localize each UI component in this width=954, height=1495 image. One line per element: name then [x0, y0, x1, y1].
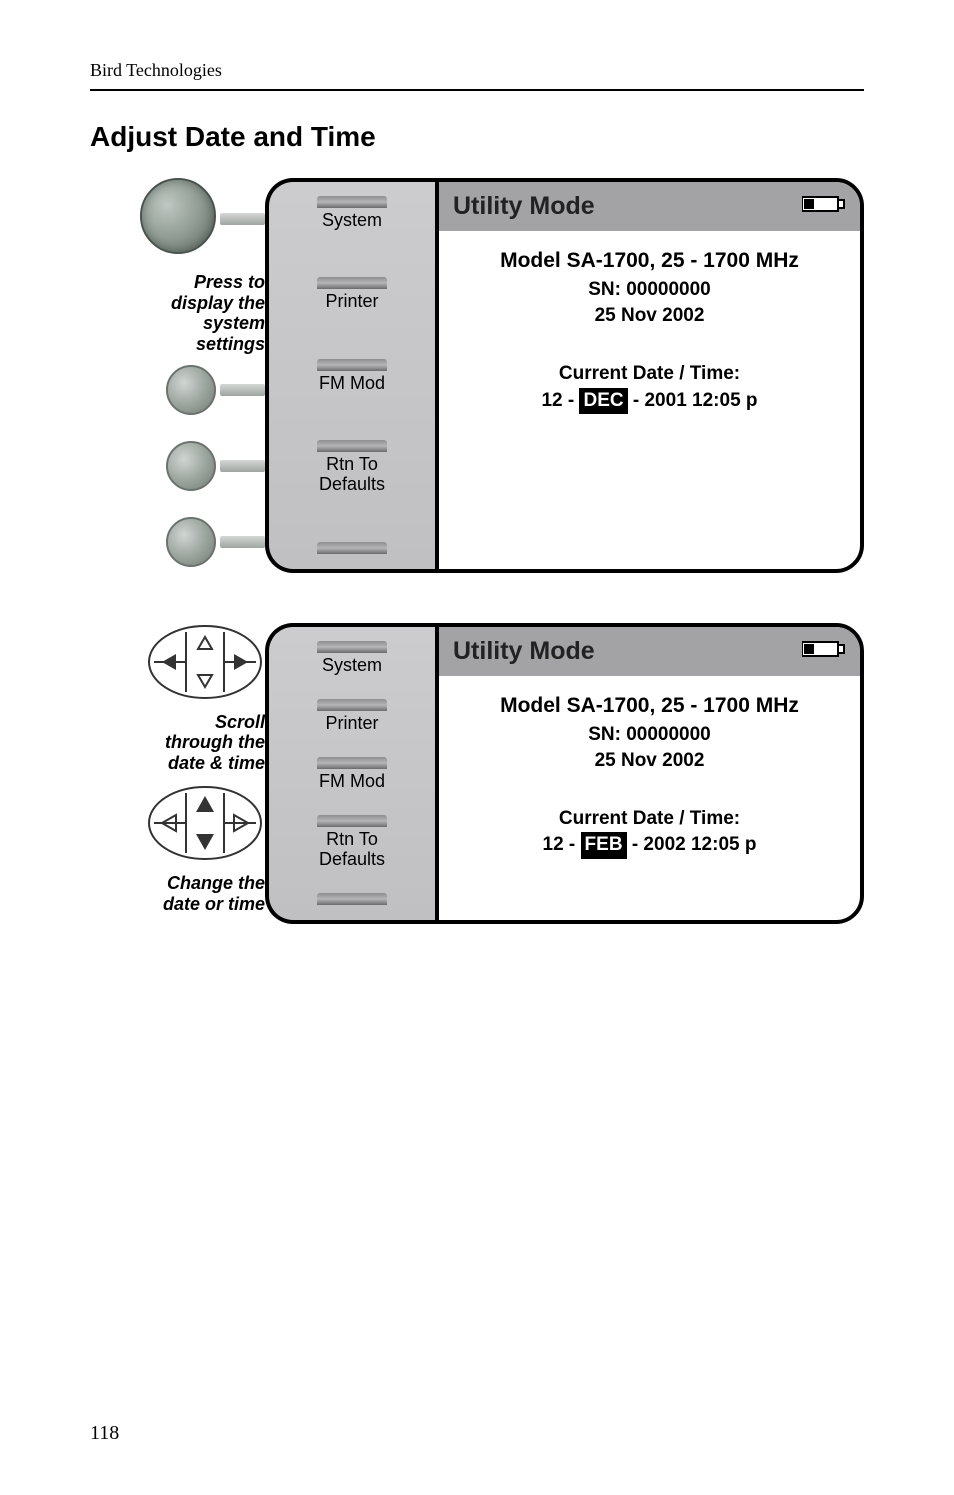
- highlighted-field: DEC: [579, 388, 627, 415]
- softkey-label-system: System: [277, 656, 427, 676]
- dpad-scroll-icon: [145, 623, 265, 701]
- model-line: Model SA-1700, 25 - 1700 MHz: [453, 694, 846, 718]
- diagram-block-1: Press to display the system settings Sys…: [90, 178, 864, 573]
- softkey-button[interactable]: [317, 542, 387, 554]
- instruction-text-1: Press to display the system settings: [90, 272, 265, 355]
- device-screen: Utility Mode Model SA-1700, 25 - 1700 MH…: [435, 178, 864, 573]
- softkey-button[interactable]: [317, 815, 387, 827]
- section-title: Adjust Date and Time: [90, 121, 864, 153]
- softkey-button[interactable]: [317, 359, 387, 371]
- softkey-column: System Printer FM Mod Rtn To Defaults: [265, 178, 435, 573]
- knob-icon: [140, 178, 216, 254]
- model-line: Model SA-1700, 25 - 1700 MHz: [453, 249, 846, 273]
- softkey-label-fmmod: FM Mod: [277, 772, 427, 792]
- highlighted-field: FEB: [581, 832, 627, 859]
- softkey-label-defaults: Rtn To Defaults: [277, 455, 427, 495]
- battery-icon: [802, 195, 846, 218]
- dpad-change-icon: [145, 784, 265, 862]
- small-knob-icon: [166, 517, 216, 567]
- current-date-time-label: Current Date / Time:: [453, 806, 846, 833]
- firmware-date: 25 Nov 2002: [453, 305, 846, 327]
- softkey-label-system: System: [277, 211, 427, 231]
- device-screen: Utility Mode Model SA-1700, 25 - 1700 MH…: [435, 623, 864, 924]
- knob-connector: [220, 536, 265, 548]
- page-number: 118: [90, 1422, 119, 1445]
- softkey-button[interactable]: [317, 196, 387, 208]
- softkey-column: System Printer FM Mod Rtn To Defaults: [265, 623, 435, 924]
- softkey-button[interactable]: [317, 699, 387, 711]
- firmware-date: 25 Nov 2002: [453, 750, 846, 772]
- softkey-button[interactable]: [317, 440, 387, 452]
- screen-title: Utility Mode: [453, 192, 595, 221]
- instruction-text-change: Change the date or time: [90, 873, 265, 914]
- softkey-label-printer: Printer: [277, 714, 427, 734]
- softkey-label-printer: Printer: [277, 292, 427, 312]
- knob-connector: [220, 213, 265, 225]
- knob-connector: [220, 384, 265, 396]
- knob-connector: [220, 460, 265, 472]
- screen-title: Utility Mode: [453, 637, 595, 666]
- current-date-time-value: 12 - DEC - 2001 12:05 p: [453, 388, 846, 415]
- instruction-text-scroll: Scroll through the date & time: [90, 712, 265, 774]
- softkey-button[interactable]: [317, 641, 387, 653]
- softkey-button[interactable]: [317, 277, 387, 289]
- current-date-time-label: Current Date / Time:: [453, 361, 846, 388]
- softkey-button[interactable]: [317, 757, 387, 769]
- small-knob-icon: [166, 441, 216, 491]
- diagram-block-2: Scroll through the date & time Change th…: [90, 623, 864, 924]
- serial-number: SN: 00000000: [453, 279, 846, 301]
- softkey-label-fmmod: FM Mod: [277, 374, 427, 394]
- serial-number: SN: 00000000: [453, 724, 846, 746]
- softkey-label-defaults: Rtn To Defaults: [277, 830, 427, 870]
- small-knob-icon: [166, 365, 216, 415]
- page-header: Bird Technologies: [90, 60, 864, 91]
- softkey-button[interactable]: [317, 893, 387, 905]
- battery-icon: [802, 640, 846, 663]
- current-date-time-value: 12 - FEB - 2002 12:05 p: [453, 832, 846, 859]
